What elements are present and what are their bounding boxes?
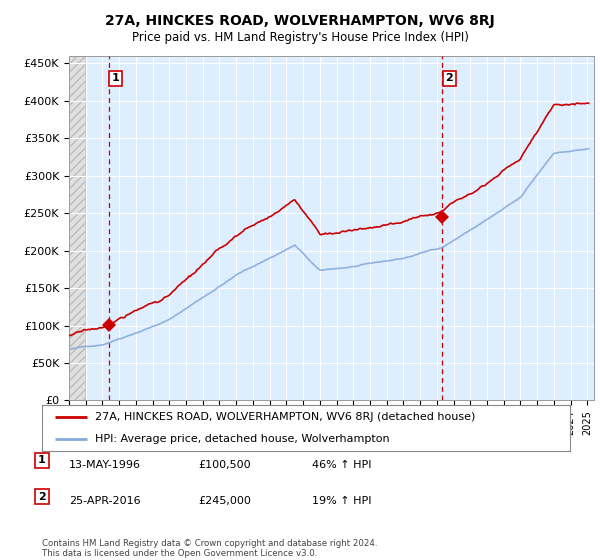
Text: 19% ↑ HPI: 19% ↑ HPI — [312, 496, 371, 506]
Text: 13-MAY-1996: 13-MAY-1996 — [69, 460, 141, 470]
Text: 25-APR-2016: 25-APR-2016 — [69, 496, 140, 506]
Text: 1: 1 — [112, 73, 120, 83]
Text: £100,500: £100,500 — [198, 460, 251, 470]
Text: 46% ↑ HPI: 46% ↑ HPI — [312, 460, 371, 470]
Text: 27A, HINCKES ROAD, WOLVERHAMPTON, WV6 8RJ: 27A, HINCKES ROAD, WOLVERHAMPTON, WV6 8R… — [105, 14, 495, 28]
Text: Price paid vs. HM Land Registry's House Price Index (HPI): Price paid vs. HM Land Registry's House … — [131, 31, 469, 44]
Text: 1: 1 — [38, 455, 46, 465]
Text: Contains HM Land Registry data © Crown copyright and database right 2024.
This d: Contains HM Land Registry data © Crown c… — [42, 539, 377, 558]
Text: 27A, HINCKES ROAD, WOLVERHAMPTON, WV6 8RJ (detached house): 27A, HINCKES ROAD, WOLVERHAMPTON, WV6 8R… — [95, 412, 475, 422]
Text: 2: 2 — [446, 73, 453, 83]
Text: HPI: Average price, detached house, Wolverhampton: HPI: Average price, detached house, Wolv… — [95, 435, 389, 444]
Bar — [69, 56, 85, 400]
Text: 2: 2 — [38, 492, 46, 502]
Text: £245,000: £245,000 — [198, 496, 251, 506]
